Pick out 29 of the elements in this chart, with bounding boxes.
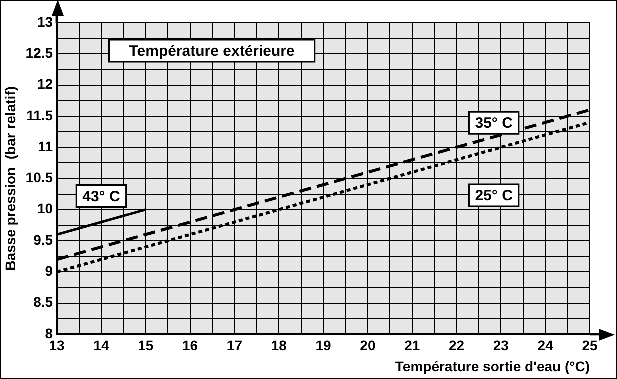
legend-title: Température extérieure	[129, 43, 295, 60]
y-tick-label: 10.5	[26, 170, 54, 186]
y-axis-title: Basse pression (bar relatif)	[2, 86, 18, 271]
y-tick-label: 12.5	[26, 45, 54, 61]
y-tick-label: 9	[45, 262, 54, 279]
y-tick-label: 12	[37, 76, 54, 92]
x-tick-label: 22	[448, 338, 465, 354]
x-tick-label: 19	[316, 338, 332, 354]
text: 25° C	[475, 188, 514, 205]
x-tick-label: 21	[404, 338, 420, 354]
series-label: 35° C	[475, 115, 514, 132]
y-tick-label: 13	[37, 14, 54, 30]
y-tick-label: 11.5	[26, 107, 54, 124]
x-tick-label: 25	[582, 338, 598, 354]
y-tick-label: 9.5	[34, 232, 54, 248]
x-tick-label: 18	[271, 338, 288, 354]
y-tick-label: 8.5	[34, 294, 54, 310]
y-tick-label: 11	[38, 138, 54, 154]
x-tick-label: 14	[94, 338, 110, 354]
x-tick-label: 17	[226, 338, 243, 354]
x-axis-title: Température sortie d'eau (°C)	[395, 358, 590, 374]
x-tick-label: 20	[360, 338, 376, 354]
x-tick-label: 16	[182, 338, 198, 354]
x-tick-label: 23	[493, 338, 510, 354]
y-tick-label: 10	[37, 200, 54, 217]
x-tick-label: 24	[538, 338, 554, 354]
x-tick-label: 15	[138, 338, 154, 354]
series-label: 43° C	[82, 188, 120, 206]
y-tick-label: 8	[45, 325, 54, 342]
